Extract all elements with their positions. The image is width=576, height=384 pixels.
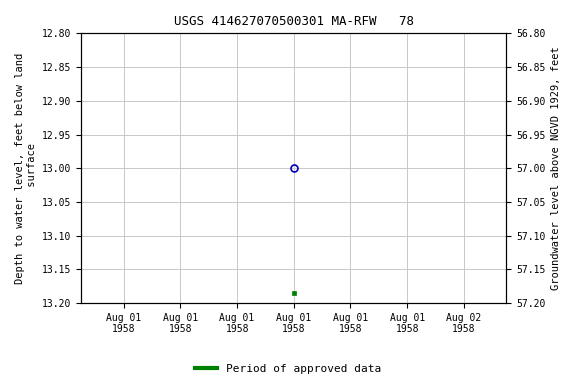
Y-axis label: Depth to water level, feet below land
 surface: Depth to water level, feet below land su… (15, 53, 37, 284)
Y-axis label: Groundwater level above NGVD 1929, feet: Groundwater level above NGVD 1929, feet (551, 46, 561, 290)
Title: USGS 414627070500301 MA-RFW   78: USGS 414627070500301 MA-RFW 78 (174, 15, 414, 28)
Legend: Period of approved data: Period of approved data (191, 359, 385, 379)
